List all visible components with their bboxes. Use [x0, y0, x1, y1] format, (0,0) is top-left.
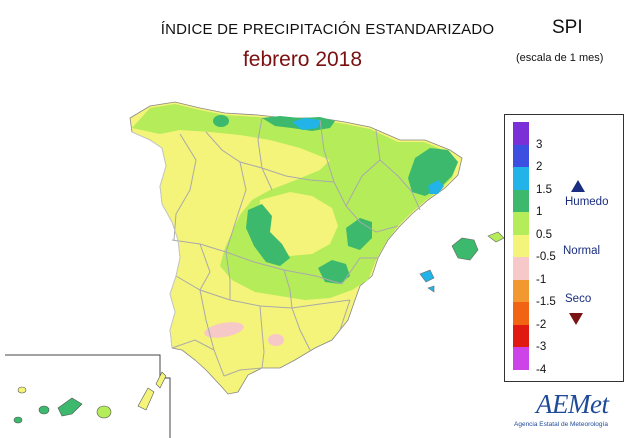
legend-tick-label: -0.5 — [536, 251, 556, 263]
legend-swatch — [513, 234, 529, 257]
legend-swatch — [513, 279, 529, 302]
menorca — [487, 231, 505, 243]
legend-tick-label: 3 — [536, 138, 543, 151]
wet-arrow-icon — [571, 180, 585, 192]
legend-swatch — [513, 122, 529, 145]
legend-tick-label: 1.5 — [536, 183, 552, 196]
legend-tick-label: 1 — [536, 206, 543, 218]
mallorca — [451, 237, 479, 261]
ibiza — [419, 269, 435, 283]
legend-tick-label: 0.5 — [536, 228, 552, 241]
legend-dry-label: Seco — [565, 293, 592, 305]
legend-swatch — [513, 347, 529, 370]
dry-arrow-icon — [569, 313, 583, 325]
legend-tick-label: -4 — [536, 363, 547, 376]
legend-wet-label: Humedo — [565, 196, 609, 208]
legend-tick-label: 2 — [536, 161, 543, 173]
legend-tick-label: -3 — [536, 341, 547, 353]
wet-patch-se — [318, 260, 350, 284]
wet-patch-ne — [408, 148, 458, 196]
canary-islands — [13, 371, 167, 424]
aemet-logo: AEMet — [536, 389, 609, 419]
map-title: ÍNDICE DE PRECIPITACIÓN ESTANDARIZADO — [160, 21, 495, 38]
province-borders — [171, 117, 421, 377]
formentera — [427, 285, 435, 293]
legend-swatch — [513, 189, 529, 212]
legend-swatch — [513, 144, 529, 167]
legend-tick-label: -2 — [536, 318, 547, 331]
legend-swatch — [513, 302, 529, 325]
legend-tick-label: -1.5 — [536, 296, 556, 308]
map-period: febrero 2018 — [242, 48, 363, 71]
wet-patch-center — [246, 204, 290, 266]
legend-tick-label: -1 — [536, 273, 547, 286]
legend-normal-label: Normal — [563, 245, 601, 257]
dry-patch — [268, 334, 284, 346]
legend-swatch — [513, 212, 529, 235]
legend-swatch — [513, 257, 529, 280]
index-name: SPI — [552, 17, 583, 38]
very-wet-patch — [292, 118, 320, 130]
scale-note: (escala de 1 mes) — [516, 52, 604, 64]
wet-patch — [213, 115, 229, 127]
aemet-tagline: Agencia Estatal de Meteorología — [514, 421, 608, 428]
legend-swatch — [513, 324, 529, 347]
legend-swatch — [513, 167, 529, 190]
very-wet-patch — [428, 180, 444, 194]
portugal-outline — [131, 131, 181, 349]
dry-patch — [204, 322, 244, 338]
